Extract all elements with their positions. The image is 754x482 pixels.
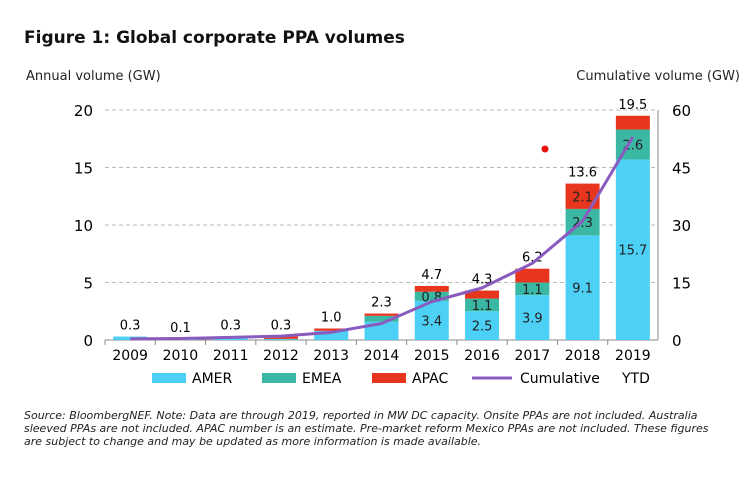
y-tick-label: 20 xyxy=(74,102,93,120)
data-label: 3.4 xyxy=(421,314,442,329)
data-label: 2.1 xyxy=(572,190,593,205)
bar-amer xyxy=(314,330,349,340)
data-label: 2.5 xyxy=(472,320,493,335)
data-label: 2.6 xyxy=(623,139,644,154)
y2-axis-label: Cumulative volume (GW) xyxy=(576,69,740,84)
legend-extra-label: YTD xyxy=(621,371,650,387)
x-tick-label: 2013 xyxy=(313,348,349,364)
legend-swatch-amer xyxy=(152,373,186,383)
total-label: 0.1 xyxy=(170,321,191,336)
y-tick-label: 15 xyxy=(74,160,93,178)
bar-apac xyxy=(364,313,399,316)
source-note: Source: BloombergNEF. Note: Data are thr… xyxy=(24,409,709,448)
x-tick-label: 2015 xyxy=(414,348,450,364)
data-label: 3.9 xyxy=(522,312,543,327)
legend-swatch-emea xyxy=(262,373,296,383)
y-tick-label: 10 xyxy=(74,217,93,235)
cumulative-line xyxy=(130,136,635,341)
chart: 0 5 10 15 20 0 15 30 45 60 2009 0.3 2010 0.1 2011 0.3 20… xyxy=(74,98,691,387)
legend-swatch-apac xyxy=(372,373,406,383)
y2-tick-label: 0 xyxy=(672,332,682,350)
bar-emea xyxy=(364,315,399,322)
bar-amer xyxy=(465,311,500,340)
bar-emea xyxy=(263,338,298,340)
total-label: 0.3 xyxy=(220,319,241,334)
red-dot-marker xyxy=(541,145,549,153)
y2-tick-label: 60 xyxy=(672,102,691,120)
y2-tick-label: 30 xyxy=(672,217,691,235)
total-label: 4.7 xyxy=(421,268,442,283)
bar-apac xyxy=(465,290,500,299)
total-label: 6.2 xyxy=(522,251,543,266)
x-tick-label: 2010 xyxy=(163,348,199,364)
total-label: 19.5 xyxy=(618,98,647,113)
total-label: 0.3 xyxy=(271,319,292,334)
bar-amer xyxy=(615,159,650,340)
total-label: 0.3 xyxy=(120,319,141,334)
bar-emea xyxy=(515,282,550,296)
data-label: 1.1 xyxy=(522,283,543,298)
total-label: 2.3 xyxy=(371,296,392,311)
data-label: 9.1 xyxy=(572,282,593,297)
bar-emea xyxy=(465,298,500,312)
total-label: 1.0 xyxy=(321,311,342,326)
x-tick-label: 2012 xyxy=(263,348,299,364)
x-tick-label: 2018 xyxy=(565,348,601,364)
x-tick-label: 2017 xyxy=(514,348,550,364)
legend-label: AMER xyxy=(192,371,233,387)
y-tick-label: 5 xyxy=(83,275,93,293)
data-label: 15.7 xyxy=(618,244,647,259)
legend-label: Cumulative xyxy=(520,371,600,387)
bar-amer xyxy=(565,235,600,340)
y2-tick-label: 15 xyxy=(672,275,691,293)
x-tick-label: 2016 xyxy=(464,348,500,364)
legend-label: APAC xyxy=(412,371,448,387)
x-tick-label: 2009 xyxy=(112,348,148,364)
chart-title: Figure 1: Global corporate PPA volumes xyxy=(24,28,405,48)
x-tick-label: 2014 xyxy=(364,348,400,364)
y-axis-label: Annual volume (GW) xyxy=(26,69,161,84)
bar-amer xyxy=(515,295,550,340)
legend-label: EMEA xyxy=(302,371,342,387)
bar-apac xyxy=(615,115,650,130)
total-label: 13.6 xyxy=(568,166,597,181)
x-tick-label: 2019 xyxy=(615,348,651,364)
x-tick-label: 2011 xyxy=(213,348,249,364)
bar-amer xyxy=(263,339,298,340)
bar-apac xyxy=(314,328,349,331)
bar-apac xyxy=(515,268,550,283)
bar-apac xyxy=(414,285,449,292)
y2-tick-label: 45 xyxy=(672,160,691,178)
y-tick-label: 0 xyxy=(83,332,93,350)
bar-apac xyxy=(263,336,298,339)
bar-emea xyxy=(414,291,449,301)
data-label: 1.1 xyxy=(472,299,493,314)
